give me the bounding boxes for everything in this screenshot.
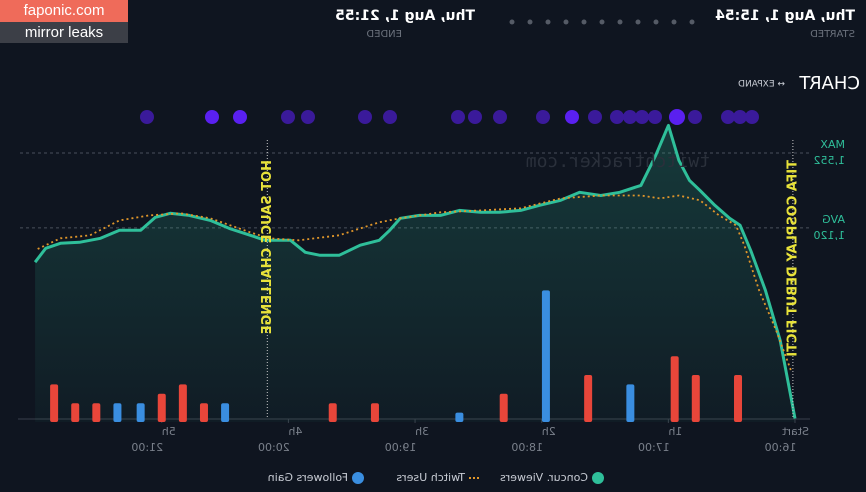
plot [18,123,810,423]
watermark-site-box [0,0,128,22]
follower-bar [455,412,464,422]
x-tick-label: 1h [668,425,682,438]
x-tick-label: 3h [415,425,429,438]
ended-label: ENDED [366,29,402,40]
legend-label[interactable]: Twitch Users [396,471,466,484]
legend-swatch [592,472,604,484]
follower-bar [71,403,80,422]
follower-bar [113,403,122,422]
x-clock-label: 21:00 [131,441,163,454]
site-watermark: twitchtracker.com [526,151,710,172]
x-clock-label: 18:00 [511,441,543,454]
x-tick-label: 5h [162,425,176,438]
follower-bar [584,375,593,422]
follower-bar [734,375,743,422]
follower-bar [92,403,101,422]
legend-swatch [352,472,364,484]
watermark-tag: mirror leaks [25,24,103,41]
follower-bar [328,403,337,422]
x-clock-label: 16:00 [765,441,797,454]
follower-bar [136,403,145,422]
follower-bar [221,403,230,422]
started-time: Thu, Aug 1, 15:54 [715,8,855,24]
legend-label[interactable]: Concur. Viewers [500,471,588,484]
x-tick-label: 4h [288,425,302,438]
follower-bar [626,384,635,422]
watermark-site: faponic.com [24,2,105,19]
x-tick-label: 2h [542,425,556,438]
reference-value: 1,120 [814,229,846,242]
annotation-text: TIFA COSPLAY DEBUT FICTI [785,160,800,357]
event-dots [140,109,759,125]
follower-bar [199,403,208,422]
x-clock-label: 19:00 [385,441,417,454]
annotation-text: HOT SAUCE CHALLENGE [260,160,275,334]
viewers-line [33,123,797,419]
follower-bar [370,403,379,422]
reference-label: AVG [822,213,845,226]
follower-bar [541,290,550,422]
progress-dots [509,19,695,25]
x-clock-label: 20:00 [258,441,290,454]
legend-label[interactable]: Followers Gain [268,471,348,484]
section-title: CHART [798,73,860,94]
ended-time: Thu, Aug 1, 21:55 [335,8,475,24]
x-tick-label: Start [781,425,809,438]
follower-bar [499,393,508,422]
x-clock-label: 17:00 [638,441,670,454]
expand-button[interactable]: ↔ EXPAND [738,80,785,90]
follower-bar [157,393,166,422]
follower-bar [178,384,187,422]
watermark-tag-box [0,22,128,43]
reference-label: MAX [820,138,845,151]
reference-value: 1,552 [814,154,846,167]
users-line [34,194,792,371]
labels: Thu, Aug 1, 15:54 STARTED Thu, Aug 1, 21:5… [131,8,860,484]
follower-bar [50,384,59,422]
follower-bar [670,356,679,422]
viewers-area [35,125,796,423]
follower-bar [691,375,700,422]
started-label: STARTED [810,29,855,40]
